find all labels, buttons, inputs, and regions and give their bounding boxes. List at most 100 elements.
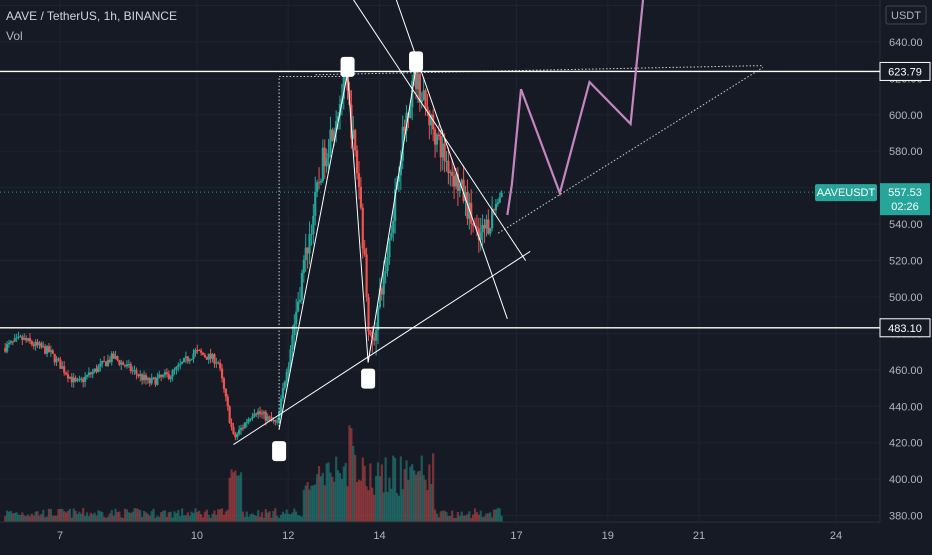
- candle-body: [399, 160, 402, 176]
- candle-body: [80, 378, 83, 380]
- candle-body: [76, 380, 79, 382]
- volume-bar: [209, 517, 212, 522]
- candle-body: [287, 366, 290, 372]
- candle-body: [63, 366, 66, 373]
- candle-body: [207, 353, 210, 360]
- volume-bar: [369, 463, 372, 522]
- candle-body: [384, 271, 387, 274]
- volume-bar: [483, 516, 486, 522]
- volume-bar: [428, 464, 431, 522]
- volume-bar: [137, 509, 140, 522]
- candle-body: [304, 247, 307, 260]
- volume-bar: [9, 510, 13, 522]
- candle-body: [173, 369, 176, 371]
- candle-body: [137, 374, 140, 377]
- pattern-markers: [272, 51, 424, 462]
- volume-bar: [45, 516, 49, 522]
- volume-bar: [432, 453, 435, 522]
- volume-bar: [243, 516, 246, 522]
- volume-bar: [297, 515, 300, 522]
- volume-bar: [321, 472, 324, 522]
- candle-body: [295, 311, 298, 324]
- volume-bar: [262, 517, 265, 522]
- volume-bar: [85, 512, 89, 522]
- candle-body: [302, 259, 305, 274]
- volume-bar: [19, 515, 22, 522]
- candle-body: [262, 411, 265, 414]
- volume-bar: [196, 511, 199, 522]
- volume-bar: [278, 517, 281, 522]
- rising-trendline-extension: [497, 66, 764, 234]
- volume-bar: [454, 517, 458, 522]
- volume-bar: [154, 517, 157, 522]
- candle-body: [160, 374, 163, 377]
- volume-bar: [481, 517, 484, 522]
- candle-body: [369, 331, 372, 335]
- volume-bar: [129, 513, 132, 522]
- volume-bar: [11, 513, 14, 522]
- channel-lower-line: [395, 0, 508, 320]
- volume-bar: [494, 509, 498, 522]
- time-tick-label: 24: [830, 530, 842, 542]
- volume-bar: [394, 457, 397, 522]
- candles: [4, 56, 503, 441]
- candle-body: [188, 360, 191, 362]
- candle-body: [414, 63, 418, 90]
- volume-bar: [302, 489, 305, 522]
- volume-bar: [82, 508, 85, 522]
- volume-bar: [28, 516, 32, 522]
- volume-bar: [68, 508, 71, 522]
- volume-bar: [78, 511, 81, 522]
- candle-body: [93, 368, 96, 372]
- candle-body: [182, 358, 186, 363]
- candle-body: [270, 417, 273, 421]
- volume-bar: [487, 513, 490, 522]
- candle-body: [475, 226, 479, 229]
- volume-bar: [470, 517, 473, 522]
- volume-bar: [498, 508, 501, 522]
- volume-bar: [260, 512, 264, 522]
- candle-body: [57, 358, 60, 360]
- time-tick-label: 21: [693, 530, 705, 542]
- candle-body: [64, 372, 68, 375]
- volume-bar: [489, 512, 492, 522]
- rising-trendline: [233, 251, 531, 445]
- pattern-point-marker: [361, 368, 376, 389]
- candle-body: [289, 349, 292, 367]
- candle-body: [198, 350, 201, 352]
- volume-bar: [281, 511, 285, 522]
- volume-bar: [439, 511, 442, 522]
- candle-body: [363, 248, 366, 255]
- volume-bar: [468, 511, 471, 522]
- candle-body: [30, 341, 33, 345]
- candle-body: [460, 179, 463, 185]
- candle-body: [184, 356, 188, 359]
- candle-body: [89, 372, 92, 375]
- candle-body: [205, 356, 208, 360]
- candle-body: [6, 344, 9, 352]
- candle-body: [255, 413, 258, 415]
- candle-body: [428, 110, 431, 126]
- volume-bar: [245, 511, 248, 522]
- volume-bar: [443, 510, 446, 522]
- volume-bar: [298, 515, 302, 522]
- candle-body: [228, 406, 231, 423]
- volume-indicator-label[interactable]: Vol: [6, 29, 23, 43]
- volume-bar: [163, 510, 167, 522]
- candle-body: [470, 202, 473, 224]
- volume-bar: [352, 445, 355, 522]
- candle-body: [82, 378, 85, 383]
- candle-body: [110, 353, 113, 363]
- last-price-tag: [880, 183, 930, 216]
- volume-bar: [148, 515, 151, 522]
- symbol-title: AAVE / TetherUS, 1h, BINANCE: [6, 9, 177, 23]
- volume-bar: [270, 517, 273, 522]
- volume-bar: [399, 456, 402, 522]
- candle-body: [487, 219, 490, 234]
- volume-bar: [74, 510, 77, 522]
- volume-bar: [120, 517, 123, 522]
- candle-body: [51, 350, 54, 354]
- volume-bar: [340, 479, 343, 522]
